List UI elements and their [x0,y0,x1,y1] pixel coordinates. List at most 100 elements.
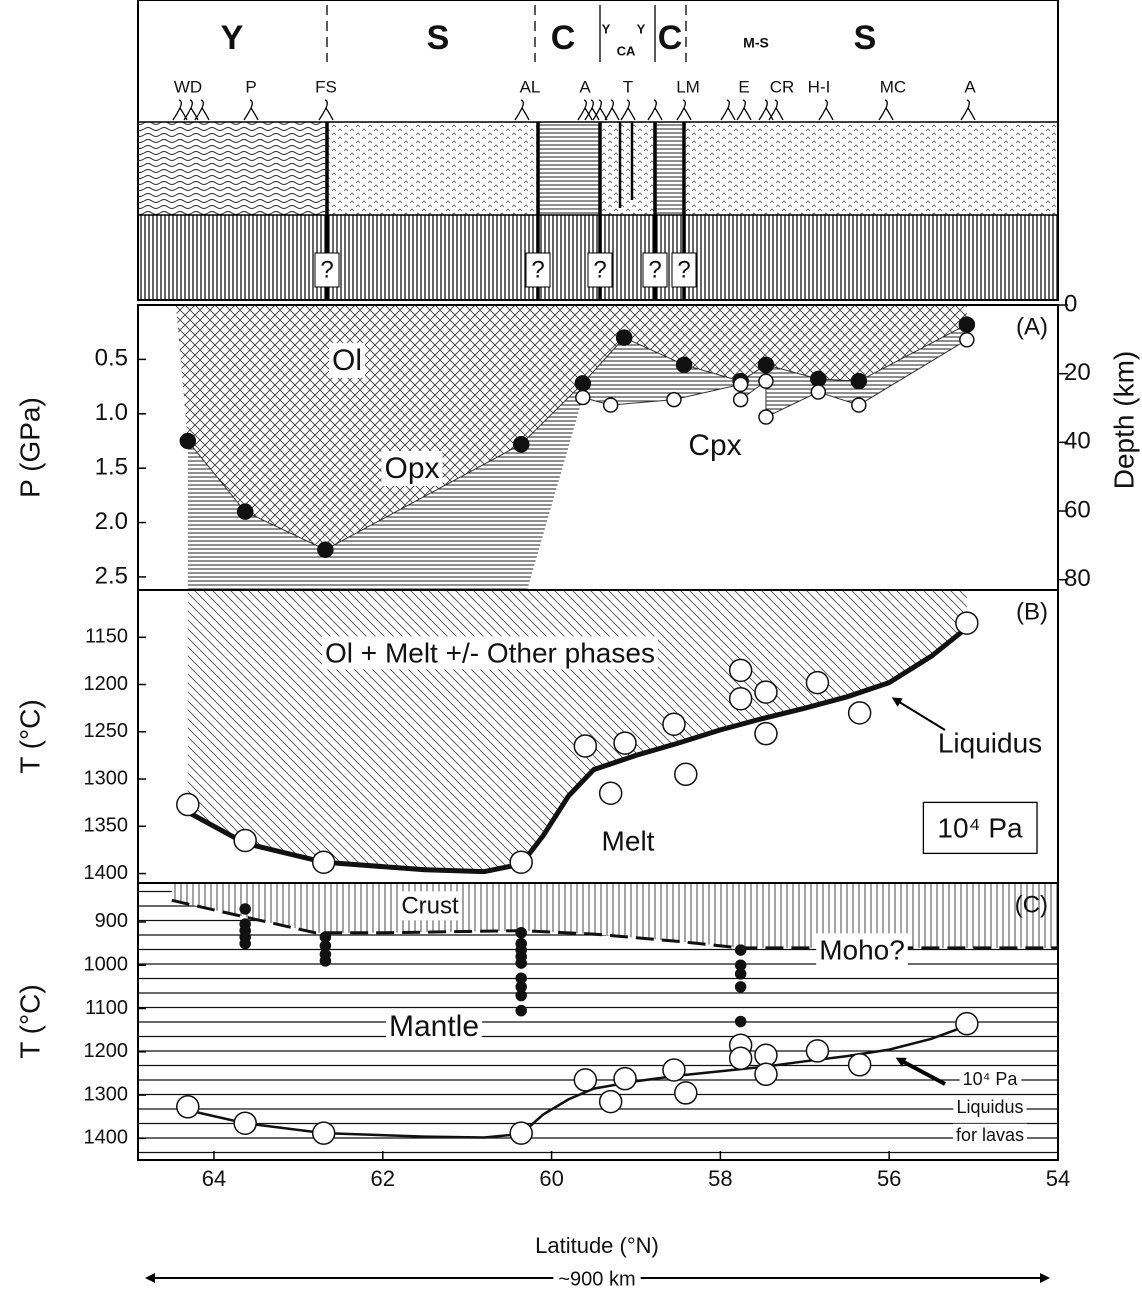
zone-label: Y [221,19,244,57]
volcano-label: E [738,77,749,96]
filled-point [734,944,747,956]
volcano-label: MC [880,77,906,96]
open-point [666,391,682,408]
annotation: Liquidus [956,1097,1023,1117]
volcano-symbol [878,99,894,121]
panel-label: (B) [1016,598,1048,625]
open-point [754,721,778,746]
open-point [662,1058,686,1082]
profile-line [582,339,968,418]
open-point [575,389,591,406]
y2-tick-label: 40 [1064,428,1091,455]
volcano-label: WD [174,77,202,96]
filled-point [515,1004,527,1017]
x-axis-label: Latitude (°N) [535,1233,659,1258]
annotation: for lavas [956,1125,1024,1145]
filled-point [734,1015,747,1028]
volcano-label: CR [770,77,795,96]
open-point [311,1121,336,1145]
unknown-box [525,252,551,288]
filled-point [615,329,633,346]
zone-label: C [551,19,576,57]
open-point [805,1039,830,1063]
volcano-symbol [584,99,600,121]
y-tick-label: 2.5 [95,562,128,589]
volcano-symbol [318,99,334,121]
annotation: 10⁴ Pa [963,1069,1019,1089]
open-point [598,1089,623,1114]
volcano-symbol [194,99,210,121]
zone-label: S [427,19,450,57]
open-point [732,391,749,408]
volcano-label: T [623,77,633,96]
open-point [674,762,698,787]
filled-point [810,370,827,388]
filled-point [757,356,775,374]
volcano-symbol [592,99,608,121]
filled-point [734,968,747,980]
open-point [311,850,336,874]
open-point [176,1095,200,1119]
x-tick-label: 58 [708,1166,732,1191]
volcano-symbol [818,99,834,121]
filled-point [958,316,976,333]
unknown-label: ? [593,256,606,283]
volcano-symbol [243,99,259,121]
panel-label: (A) [1016,313,1048,340]
annotation: Ol + Melt +/- Other phases [325,637,655,668]
label-background [952,1123,1028,1146]
open-point [754,1062,778,1087]
open-point [573,734,598,758]
filled-point [734,981,747,993]
open-point [805,670,830,695]
unknown-box [587,252,613,288]
y2-tick-label: 20 [1064,359,1091,386]
y-axis-label: T (°C) [14,699,45,773]
panel [138,883,1058,1160]
open-point [509,850,533,874]
volcano-symbol [720,99,736,121]
unknown-label: ? [677,256,690,283]
panel-label: (C) [1015,891,1048,918]
volcano-symbol [620,99,636,121]
volcano-label: LM [676,77,700,96]
y-tick-label: 1400 [84,862,129,884]
opx-field [187,383,583,590]
annotation: Opx [384,452,439,485]
open-point [613,1066,637,1091]
filled-point [574,375,592,392]
unknown-box [642,252,668,288]
annotation-arrow [895,1057,946,1086]
panel-frame [137,882,1059,1161]
open-point [509,1121,533,1145]
x-tick-label: 56 [877,1166,901,1191]
annotation: Ol [332,344,362,377]
volcano-symbol [604,99,620,121]
filled-point [515,989,527,1002]
volcano-symbol [758,99,774,121]
filled-point [850,372,868,390]
filled-point [317,541,334,559]
panel [138,305,1058,590]
annotation: Cpx [688,429,741,462]
panel [138,590,1058,883]
x-tick-label: 54 [1046,1166,1070,1191]
y2-tick-label: 60 [1064,496,1091,523]
volcano-label: A [579,77,591,96]
filled-point [239,937,251,950]
label-background [398,891,462,921]
layer-dotted [600,122,655,215]
annotation: Mantle [389,1010,479,1043]
y-tick-label: 1.0 [95,399,128,426]
volcano-label: A [964,77,976,96]
unknown-label: ? [320,256,333,283]
annotation: Liquidus [938,727,1042,758]
label-background [381,450,443,486]
layer-dotted [684,122,1058,215]
open-point [233,828,257,853]
zone-label: M-S [743,35,769,51]
y-axis-label: T (°C) [14,984,45,1058]
filled-point [512,435,530,453]
annotation: Melt [602,825,655,856]
